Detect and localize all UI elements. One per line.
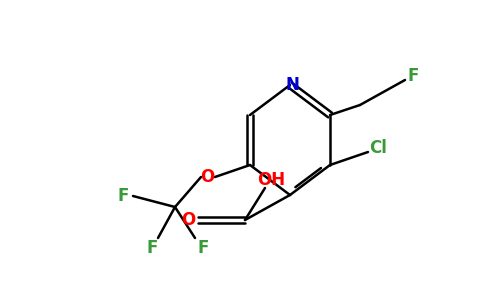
Text: F: F bbox=[146, 239, 158, 257]
Text: OH: OH bbox=[257, 171, 285, 189]
Text: O: O bbox=[200, 168, 214, 186]
Text: O: O bbox=[181, 211, 195, 229]
Text: F: F bbox=[117, 187, 129, 205]
Text: Cl: Cl bbox=[369, 139, 387, 157]
Text: N: N bbox=[285, 76, 299, 94]
Text: F: F bbox=[197, 239, 209, 257]
Text: F: F bbox=[408, 67, 419, 85]
